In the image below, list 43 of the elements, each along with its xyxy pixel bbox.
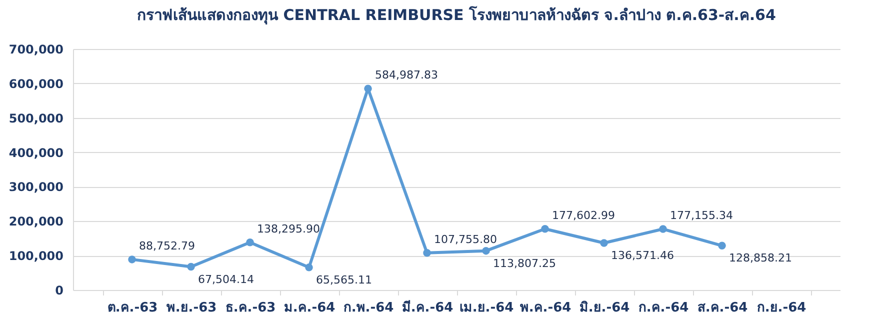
chart-title: กราฟเส้นแสดงกองทุน CENTRAL REIMBURSE โรงพยาบาลห้างฉัตร จ.ลำปาง ต.ค.63-ส.ค.64 [137,5,776,25]
text: 177,602.99 [552,208,615,222]
point [246,238,254,246]
x-tick-label: พ.ค.-64 [520,300,572,316]
point [364,84,372,92]
text: 584,987.83 [375,68,438,82]
point [128,256,136,264]
point [187,262,195,271]
y-tick-label: 600,000 [8,76,64,91]
point [482,246,490,255]
x-tick-label: ต.ค.-63 [107,300,158,316]
x-tick-label: ก.ย.-64 [756,300,806,316]
text: 138,295.90 [257,222,320,236]
x-tick-label: ธ.ค.-63 [225,300,276,316]
x-tick-label: มิ.ย.-64 [579,300,630,316]
text: 107,755.80 [434,232,497,246]
y-tick-label: 500,000 [8,111,64,126]
x-tick-label: เม.ย.-64 [459,300,514,316]
y-tick-label: 100,000 [8,249,64,264]
text: 177,155.34 [670,209,733,222]
text: 88,752.79 [139,239,195,252]
y-tick-label: 0 [55,284,64,298]
text: 65,565.11 [316,273,372,286]
point [305,264,313,272]
y-tick-label: 200,000 [8,214,64,229]
x-tick-label: ส.ค.-64 [697,300,748,316]
x-tick-label: ก.ค.-64 [638,300,689,316]
point [541,224,549,233]
y-tick-label: 400,000 [8,146,64,160]
point [718,242,726,250]
point [423,249,431,257]
x-tick-label: พ.ย.-63 [166,300,217,316]
point [659,225,667,233]
point [600,239,608,247]
text: 128,858.21 [729,252,792,265]
x-tick-label: ม.ค.-64 [284,300,336,316]
text: 136,571.46 [611,248,674,262]
x-tick-label: ก.พ.-64 [343,300,394,316]
text: 67,504.14 [198,272,254,286]
x-tick-label: มี.ค.-64 [402,300,454,316]
text: 113,807.25 [493,256,556,270]
y-tick-label: 300,000 [8,180,64,194]
y-tick-label: 700,000 [8,42,64,56]
